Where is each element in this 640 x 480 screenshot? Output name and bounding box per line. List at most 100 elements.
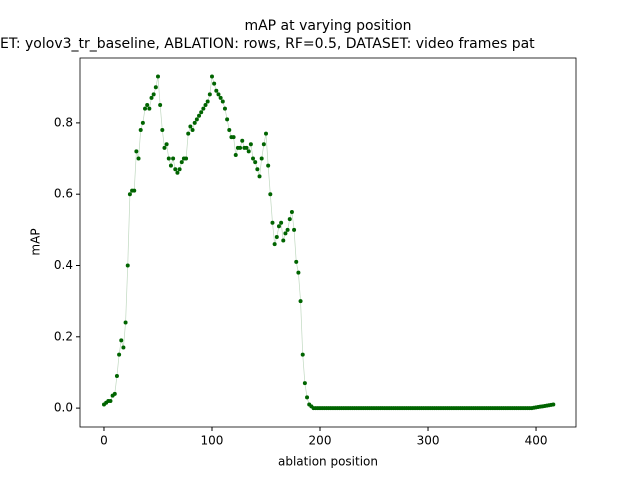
data-point [114, 374, 119, 379]
y-axis-label: mAP [29, 228, 43, 255]
data-point [132, 188, 137, 193]
data-point [292, 227, 297, 232]
data-point [175, 170, 180, 175]
data-point [222, 106, 227, 111]
data-point [268, 192, 273, 197]
data-point [220, 99, 225, 104]
chart-subtitle: ET: yolov3_tr_baseline, ABLATION: rows, … [0, 36, 535, 52]
data-point [261, 142, 266, 147]
data-point [274, 234, 279, 239]
x-tick-label: 200 [309, 434, 332, 448]
data-point [171, 156, 176, 161]
y-tick-label: 0.0 [54, 401, 73, 415]
connecting-line [103, 76, 554, 409]
data-point [246, 149, 251, 154]
data-point [551, 402, 556, 407]
data-point [194, 117, 199, 122]
x-axis-label: ablation position [278, 455, 378, 469]
data-point [240, 138, 245, 143]
x-tick-label: 300 [417, 434, 440, 448]
data-point [140, 120, 145, 125]
data-point [173, 167, 178, 172]
data-point [264, 131, 268, 136]
data-point [119, 338, 124, 343]
data-point [244, 145, 249, 150]
data-point [121, 345, 126, 350]
data-point [117, 352, 122, 357]
data-point [296, 270, 301, 275]
data-point [248, 142, 253, 147]
y-tick-label: 0.4 [54, 258, 73, 272]
data-point [205, 99, 210, 104]
data-point [155, 74, 160, 79]
data-point [203, 103, 208, 108]
data-point [279, 220, 284, 225]
data-point [212, 81, 217, 86]
data-point [289, 210, 294, 215]
data-point [197, 113, 202, 118]
data-point [136, 156, 141, 161]
plot-frame [79, 57, 577, 428]
y-tick-label: 0.8 [54, 115, 73, 129]
data-point [253, 160, 258, 165]
data-point [153, 85, 158, 90]
data-point [294, 259, 299, 264]
x-tick-label: 100 [201, 434, 224, 448]
data-point [108, 398, 113, 403]
data-point [302, 381, 307, 386]
data-point [149, 95, 154, 100]
data-point [238, 145, 243, 150]
data-point [143, 106, 148, 111]
data-point [134, 149, 139, 154]
data-point [186, 131, 191, 136]
data-point [112, 391, 117, 396]
data-point [166, 156, 171, 161]
data-point [218, 95, 223, 100]
data-point [168, 163, 173, 168]
data-point [255, 167, 260, 172]
data-point [285, 227, 290, 232]
x-tick-label: 0 [100, 434, 108, 448]
data-point [207, 92, 212, 97]
data-point [160, 128, 165, 133]
data-point [184, 156, 189, 161]
data-point [125, 263, 130, 268]
data-point [231, 135, 236, 140]
y-tick-label: 0.2 [54, 329, 73, 343]
data-point [259, 156, 264, 161]
data-point [270, 220, 275, 225]
data-point [164, 142, 169, 147]
data-point [225, 117, 230, 122]
data-point [188, 124, 193, 129]
data-point [287, 217, 292, 222]
data-point [158, 103, 163, 108]
data-point [227, 128, 232, 133]
data-point [190, 128, 195, 133]
data-point [281, 238, 286, 243]
data-point [199, 110, 204, 115]
data-point [147, 106, 152, 111]
data-point [298, 299, 303, 304]
data-point [300, 352, 305, 357]
data-point [266, 163, 271, 168]
data-point [151, 92, 156, 97]
x-tick-label: 400 [525, 434, 548, 448]
data-point [123, 320, 128, 325]
data-point [272, 242, 277, 247]
data-point [305, 395, 310, 400]
data-point [138, 128, 143, 133]
data-point [216, 92, 221, 97]
data-point [276, 224, 281, 229]
data-point [177, 167, 182, 172]
data-point [233, 152, 238, 157]
data-point [283, 231, 288, 236]
data-point [145, 103, 150, 108]
data-point [162, 145, 167, 150]
data-point [209, 74, 214, 79]
chart-title: mAP at varying position [244, 18, 411, 34]
data-point [127, 192, 132, 197]
data-point [257, 174, 262, 179]
data-point [251, 156, 256, 161]
data-point [192, 120, 197, 125]
